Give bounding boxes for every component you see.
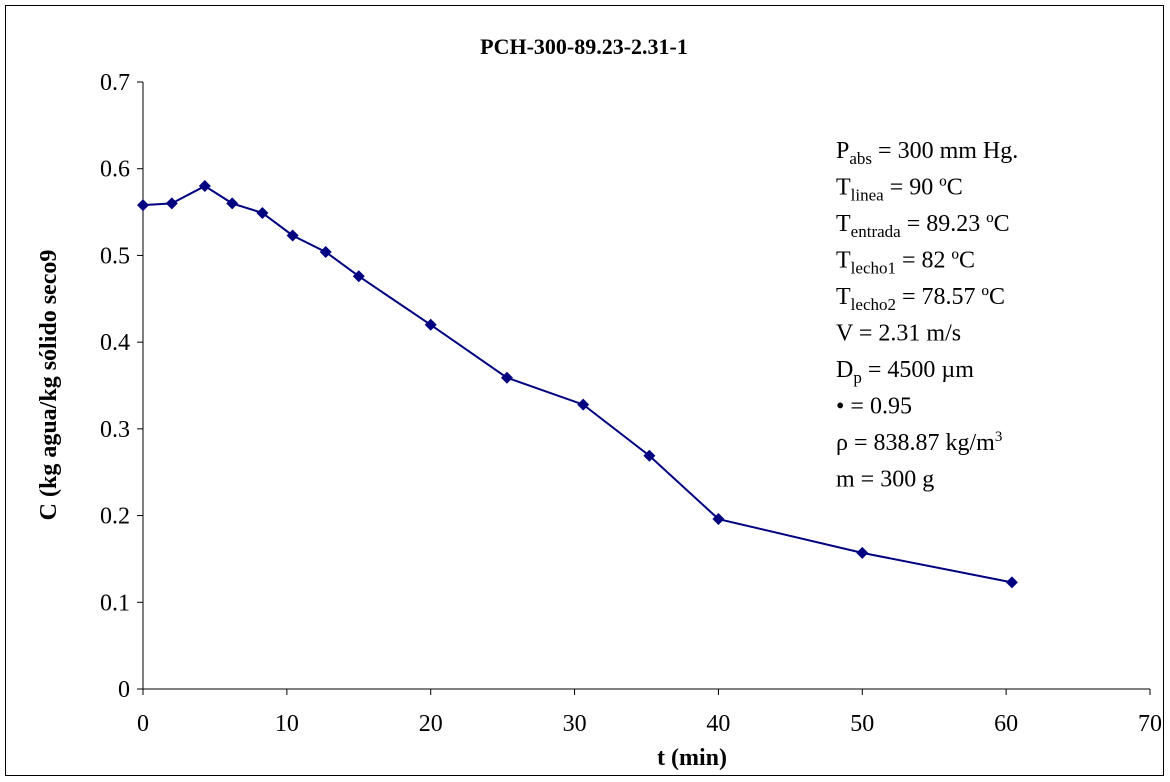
annotation-text: = 78.57 ºC xyxy=(896,284,1005,310)
annotation: m = 300 g xyxy=(836,467,934,493)
y-tick-label: 0.4 xyxy=(100,330,130,356)
data-point xyxy=(856,546,869,559)
data-point xyxy=(643,449,656,462)
annotation-text: T xyxy=(836,211,851,237)
annotation-text: = 4500 µm xyxy=(862,357,974,383)
data-point xyxy=(500,371,513,384)
annotation-text: V = 2.31 m/s xyxy=(836,321,961,347)
data-point xyxy=(319,245,332,258)
data-point xyxy=(424,318,437,331)
y-tick-label: 0.2 xyxy=(100,504,130,530)
annotation-text: ρ = 838.87 kg/m xyxy=(836,430,995,456)
annotation-text: = 82 ºC xyxy=(896,248,975,274)
annotation-subscript: lecho2 xyxy=(851,295,896,314)
annotation-subscript: lecho1 xyxy=(851,259,896,278)
data-point xyxy=(712,513,725,526)
chart-title: PCH-300-89.23-2.31-1 xyxy=(480,34,688,59)
y-tick-label: 0.3 xyxy=(100,417,130,443)
data-point xyxy=(165,197,178,210)
x-tick-label: 50 xyxy=(850,711,874,737)
annotation-text: P xyxy=(836,138,849,164)
annotation-subscript: p xyxy=(853,368,862,387)
data-point xyxy=(577,398,590,411)
x-tick-label: 70 xyxy=(1138,711,1162,737)
x-tick-label: 60 xyxy=(994,711,1018,737)
annotation-subscript: entrada xyxy=(851,222,901,241)
annotation-text: T xyxy=(836,248,851,274)
chart-frame xyxy=(5,5,1164,776)
y-tick-label: 0.6 xyxy=(100,157,130,183)
y-tick-label: 0.7 xyxy=(100,70,130,96)
annotation-text: = 90 ºC xyxy=(884,175,963,201)
annotation: V = 2.31 m/s xyxy=(836,321,961,347)
annotation-text: = 89.23 ºC xyxy=(901,211,1010,237)
annotation-text: T xyxy=(836,175,851,201)
annotation-superscript: 3 xyxy=(995,429,1003,445)
annotation: ρ = 838.87 kg/m3 xyxy=(836,429,1002,456)
annotation: Dp = 4500 µm xyxy=(836,357,974,387)
x-tick-label: 40 xyxy=(706,711,730,737)
y-tick-label: 0.5 xyxy=(100,243,130,269)
data-point xyxy=(352,270,365,283)
annotation: Tlecho1 = 82 ºC xyxy=(836,248,975,278)
annotation-text: T xyxy=(836,284,851,310)
annotation-text: = 300 mm Hg. xyxy=(872,138,1018,164)
annotation: Tlecho2 = 78.57 ºC xyxy=(836,284,1005,314)
annotation-subscript: linea xyxy=(851,186,884,205)
annotation-text: • = 0.95 xyxy=(836,394,912,420)
y-axis-title: C (kg agua/kg sólido seco9 xyxy=(36,250,62,521)
data-point xyxy=(226,197,239,210)
x-tick-label: 20 xyxy=(419,711,443,737)
annotation: Tlinea = 90 ºC xyxy=(836,175,963,205)
annotation: Tentrada = 89.23 ºC xyxy=(836,211,1010,241)
data-point xyxy=(256,206,269,219)
annotation-text: D xyxy=(836,357,853,383)
x-tick-label: 10 xyxy=(275,711,299,737)
annotation-subscript: abs xyxy=(849,149,872,168)
x-tick-label: 0 xyxy=(137,711,149,737)
data-point xyxy=(1005,576,1018,589)
annotation: Pabs = 300 mm Hg. xyxy=(836,138,1018,168)
data-point xyxy=(286,229,299,242)
data-point xyxy=(137,199,149,212)
y-tick-label: 0.1 xyxy=(100,590,130,616)
annotation-text: m = 300 g xyxy=(836,467,934,493)
y-tick-label: 0 xyxy=(118,677,130,703)
annotation: • = 0.95 xyxy=(836,394,912,420)
data-point xyxy=(198,180,211,193)
x-tick-label: 30 xyxy=(563,711,587,737)
x-axis-title: t (min) xyxy=(657,745,727,771)
